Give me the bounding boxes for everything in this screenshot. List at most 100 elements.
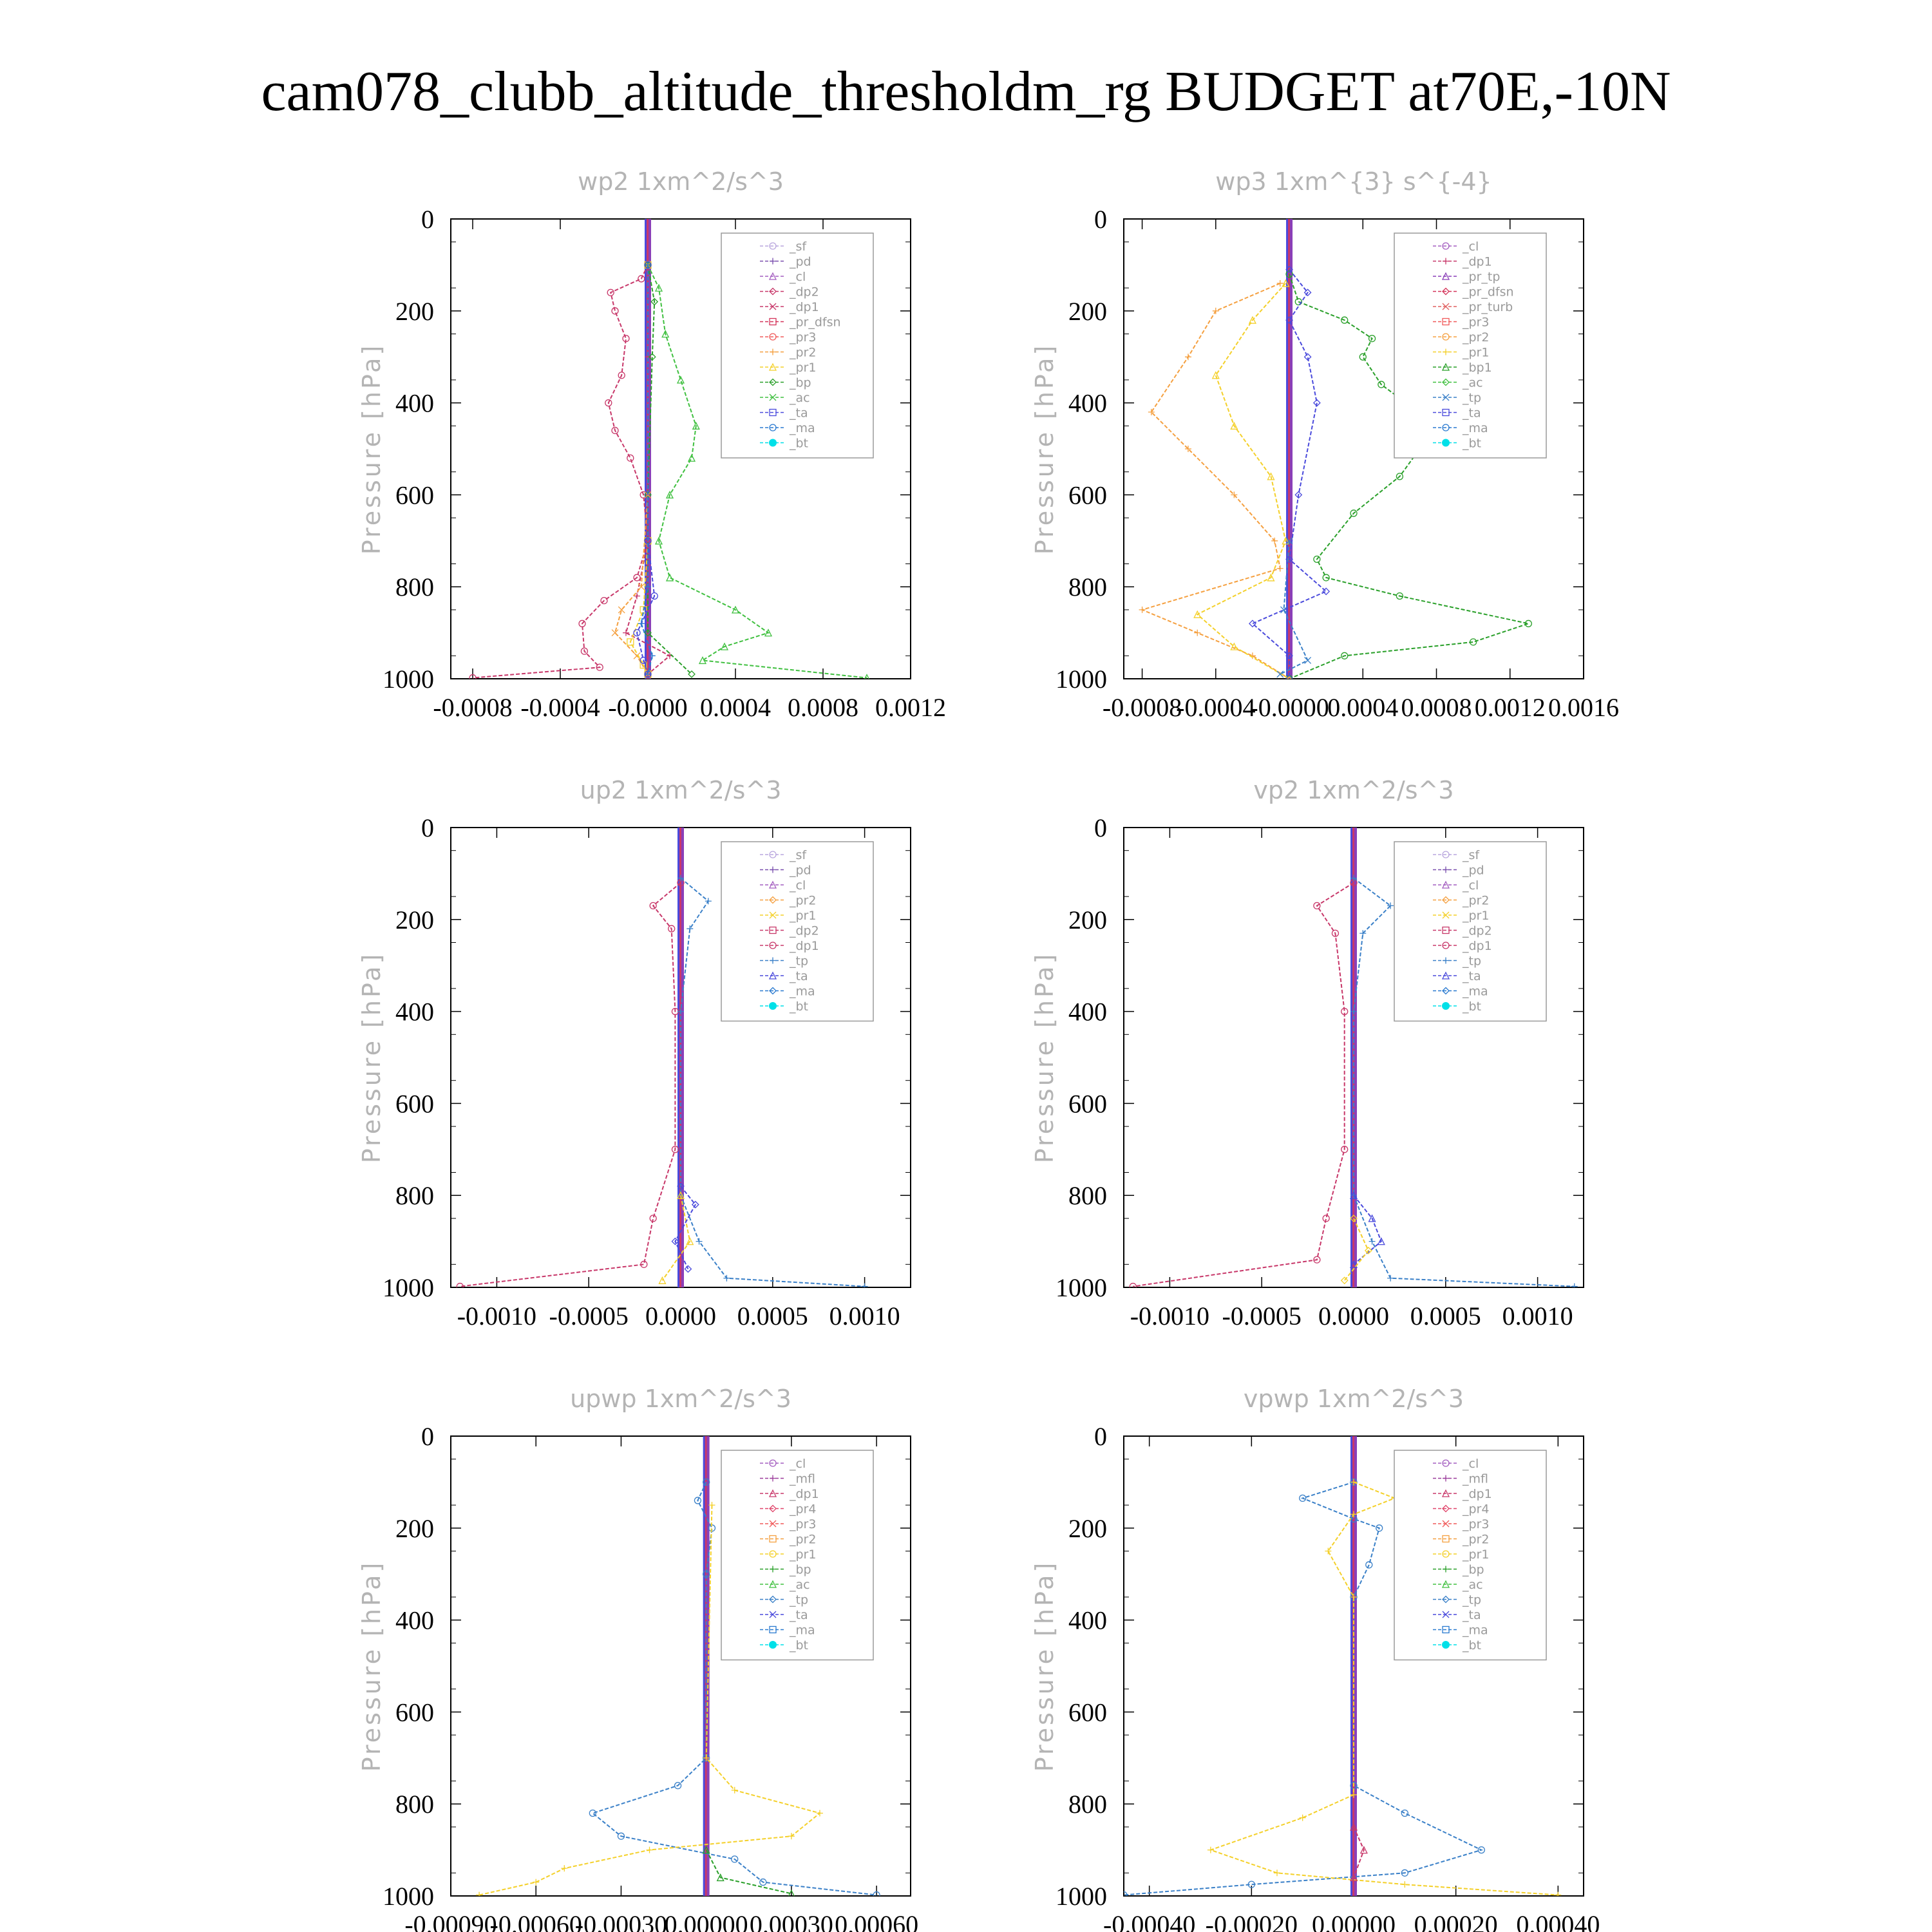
- legend-label: _bt: [1462, 437, 1481, 451]
- data-point: [1303, 289, 1312, 297]
- data-point: [640, 1260, 648, 1268]
- data-point: [1368, 334, 1376, 343]
- legend-label: _bp1: [1462, 361, 1492, 375]
- y-axis-label: Pressure [hPa]: [357, 343, 386, 555]
- legend-label: _pr2: [1462, 1533, 1489, 1547]
- data-point: [703, 1478, 710, 1486]
- data-point: [684, 1265, 692, 1273]
- data-point: [1282, 536, 1290, 545]
- series-line-tp: [1353, 877, 1575, 1287]
- legend-label: _sf: [789, 848, 807, 862]
- legend-label: _pr3: [789, 1517, 816, 1531]
- data-point: [645, 670, 651, 677]
- legend-marker: [1441, 272, 1450, 280]
- data-point: [1313, 1256, 1321, 1264]
- legend-marker: [1443, 866, 1449, 873]
- legend-box: [1394, 232, 1547, 459]
- data-point: [638, 620, 645, 627]
- data-point: [1350, 1593, 1357, 1600]
- y-tick-label: 400: [395, 389, 434, 418]
- x-tick-label: -0.0000: [1249, 693, 1329, 722]
- data-point: [1294, 491, 1303, 499]
- data-point: [788, 1889, 795, 1896]
- legend-label: _cl: [1462, 240, 1479, 254]
- legend-marker: [1442, 408, 1450, 417]
- data-point: [668, 925, 676, 933]
- y-tick-label: 800: [1068, 1790, 1107, 1819]
- legend-label: _ac: [789, 391, 810, 405]
- x-tick-label: 0.0008: [1401, 693, 1472, 722]
- data-point: [1294, 298, 1302, 306]
- data-point: [677, 1008, 684, 1015]
- series-line-bp: [705, 1850, 792, 1895]
- legend-marker: [1442, 1550, 1450, 1558]
- data-point: [1313, 555, 1321, 564]
- data-point: [720, 642, 729, 650]
- legend-marker: [1442, 439, 1450, 447]
- legend-label: _pr4: [789, 1502, 816, 1517]
- data-point: [716, 1873, 724, 1882]
- legend-label: _cl: [789, 270, 806, 284]
- data-point: [533, 1879, 540, 1886]
- y-tick-label: 1000: [1056, 1882, 1107, 1911]
- curves: [1139, 219, 1532, 679]
- data-point: [1247, 1880, 1255, 1888]
- data-point: [1285, 316, 1293, 324]
- panel-1: wp2 1xm^2/s^3 Pressure [hPa] 0 200 400 600 800…: [357, 167, 946, 722]
- x-tick-label: 0.00000: [665, 1910, 748, 1932]
- legend-marker: [769, 287, 777, 296]
- y-tick-label: 1000: [1056, 1273, 1107, 1302]
- data-point: [1341, 652, 1349, 659]
- legend-label: _dp1: [1462, 255, 1492, 269]
- legend-marker: [769, 242, 777, 250]
- data-point: [1350, 1511, 1357, 1518]
- data-point: [1285, 537, 1293, 545]
- legend-marker: [769, 942, 777, 949]
- data-point: [1312, 399, 1321, 407]
- legend-marker: [1442, 333, 1450, 341]
- x-tick-label: 0.00020: [1414, 1910, 1498, 1932]
- data-point: [1299, 1494, 1307, 1502]
- legend-marker: [1442, 1459, 1450, 1467]
- data-point: [1194, 629, 1201, 636]
- y-axis-label: Pressure [hPa]: [1030, 1560, 1059, 1772]
- legend-marker: [1442, 911, 1450, 919]
- data-point: [658, 1276, 667, 1284]
- data-point: [1276, 670, 1284, 678]
- data-point: [1267, 573, 1275, 582]
- legend-label: _dp1: [789, 1487, 819, 1501]
- legend-marker: [1442, 393, 1450, 401]
- legend-marker: [1443, 957, 1449, 964]
- y-tick-label: 200: [1068, 905, 1107, 934]
- legend-label: _bp: [1462, 1563, 1484, 1577]
- data-point: [589, 1809, 597, 1817]
- x-tick-label: 0.0010: [1502, 1302, 1573, 1331]
- data-point: [687, 453, 696, 462]
- curves: [1124, 1436, 1562, 1896]
- data-point: [1359, 930, 1367, 937]
- legend-label: _sf: [789, 240, 807, 254]
- data-point: [638, 583, 645, 591]
- data-point: [1350, 1479, 1357, 1486]
- data-point: [633, 652, 641, 659]
- data-point: [1231, 491, 1238, 498]
- legend-label: _pr_tp: [1462, 270, 1500, 284]
- series-line-dp2: [472, 264, 649, 679]
- series-line-ac: [647, 264, 867, 679]
- data-point: [1341, 1007, 1349, 1016]
- legend-label: _pr2: [789, 346, 816, 360]
- legend-marker: [1441, 880, 1450, 889]
- panel-title: vp2 1xm^2/s^3: [1253, 776, 1454, 804]
- legend-label: _ta: [1462, 1608, 1481, 1622]
- data-point: [1396, 592, 1404, 600]
- legend-marker: [1442, 896, 1450, 904]
- data-point: [580, 647, 589, 655]
- data-point: [1139, 606, 1146, 613]
- data-point: [1207, 1846, 1214, 1853]
- data-point: [578, 620, 586, 627]
- data-point: [1280, 606, 1287, 614]
- data-point: [618, 606, 625, 614]
- y-axis-label: Pressure [hPa]: [1030, 952, 1059, 1164]
- data-point: [873, 1891, 880, 1896]
- legend-marker: [769, 1002, 777, 1010]
